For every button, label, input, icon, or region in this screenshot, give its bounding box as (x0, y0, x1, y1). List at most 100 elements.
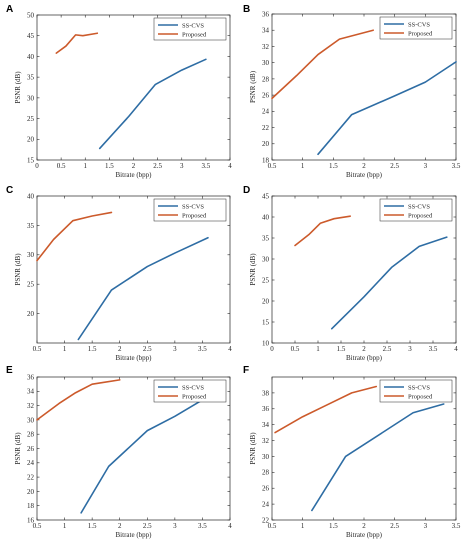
y-tick-label: 24 (262, 108, 270, 116)
x-axis-label: Bitrate (bpp) (116, 171, 153, 179)
x-tick-label: 2 (118, 522, 122, 530)
y-tick-label: 26 (262, 485, 270, 493)
y-tick-label: 20 (262, 140, 270, 148)
x-axis-label: Bitrate (bpp) (116, 354, 153, 362)
y-tick-label: 35 (27, 222, 35, 230)
x-tick-label: 1.5 (329, 162, 338, 170)
chart-panel-a: A 0 0.5 1 1.5 2 2.5 3 3.5 4 15 20 25 30 35 40 45 50 Bitrat… (6, 4, 232, 179)
y-tick-label: 25 (27, 115, 35, 123)
y-tick-label: 25 (27, 281, 35, 289)
x-tick-label: 3.5 (198, 522, 207, 530)
x-tick-label: 0.5 (33, 345, 42, 353)
legend-entry: Proposed (182, 212, 207, 219)
legend-entry: SS-CVS (408, 21, 430, 28)
y-tick-label: 15 (27, 156, 35, 164)
x-tick-label: 3.5 (202, 162, 211, 170)
x-tick-label: 3.5 (452, 522, 461, 530)
y-tick-label: 34 (262, 27, 270, 35)
y-tick-label: 30 (262, 59, 270, 67)
series-line-proposed (294, 215, 352, 247)
y-tick-label: 40 (262, 213, 270, 221)
legend: SS-CVS Proposed (153, 198, 227, 222)
legend: SS-CVS Proposed (379, 16, 453, 40)
legend-entry: SS-CVS (182, 384, 204, 391)
y-tick-label: 45 (262, 192, 270, 200)
y-tick-label: 20 (262, 297, 270, 305)
series-line-ss-cvs (330, 236, 448, 330)
chart-panel-b: B 0.5 1 1.5 2 2.5 3 3.5 18 20 22 24 26 28 30 32 34 36 Bitr… (243, 4, 461, 179)
x-tick-label: 1.5 (88, 345, 97, 353)
x-tick-label: 3 (173, 345, 177, 353)
series-line-ss-cvs (80, 399, 204, 514)
x-axis-label: Bitrate (bpp) (116, 531, 153, 539)
x-tick-label: 0.5 (291, 345, 300, 353)
chart-panel-c: C 0.5 1 1.5 2 2.5 3 3.5 4 20 25 30 35 40 Bitrate (bpp)… (6, 185, 232, 362)
panel-letter: B (243, 4, 250, 15)
x-tick-label: 1 (301, 162, 305, 170)
x-tick-label: 0.5 (33, 522, 42, 530)
x-tick-label: 1 (301, 522, 305, 530)
legend: SS-CVS Proposed (153, 379, 227, 403)
y-axis-label: PSNR (dB) (14, 71, 22, 104)
series-line-proposed (36, 379, 121, 421)
y-tick-label: 40 (27, 192, 35, 200)
x-tick-label: 2 (362, 345, 366, 353)
y-tick-label: 40 (27, 53, 35, 61)
x-tick-label: 3 (180, 162, 184, 170)
series-line-ss-cvs (317, 61, 457, 156)
x-axis-label: Bitrate (bpp) (346, 531, 383, 539)
y-tick-label: 50 (27, 11, 35, 19)
series-line-proposed (274, 385, 378, 434)
y-tick-label: 45 (27, 32, 35, 40)
y-tick-label: 30 (27, 416, 35, 424)
series-line-ss-cvs (311, 403, 445, 512)
x-tick-label: 1.5 (88, 522, 97, 530)
y-tick-label: 22 (262, 124, 270, 132)
legend-entry: SS-CVS (408, 384, 430, 391)
panel-letter: E (6, 365, 13, 376)
panel-letter: F (243, 365, 249, 376)
y-axis-label: PSNR (dB) (14, 253, 22, 286)
legend-entry: Proposed (408, 212, 433, 219)
y-tick-label: 18 (27, 502, 35, 510)
series-line-ss-cvs (77, 236, 209, 341)
panel-letter: A (6, 4, 13, 15)
x-tick-label: 1.5 (337, 345, 346, 353)
x-tick-label: 2 (362, 522, 366, 530)
y-tick-label: 30 (262, 255, 270, 263)
x-tick-label: 0 (270, 345, 274, 353)
x-tick-label: 0.5 (268, 162, 277, 170)
y-tick-label: 26 (27, 445, 35, 453)
legend-entry: Proposed (408, 30, 433, 37)
y-tick-label: 35 (27, 74, 35, 82)
y-axis-label: PSNR (dB) (249, 432, 257, 465)
legend: SS-CVS Proposed (379, 379, 453, 403)
x-tick-label: 3 (424, 162, 428, 170)
x-tick-label: 2 (132, 162, 136, 170)
y-tick-label: 32 (262, 43, 270, 51)
y-tick-label: 36 (262, 405, 270, 413)
y-tick-label: 15 (262, 318, 270, 326)
series-line-proposed (55, 32, 99, 54)
series-line-proposed (36, 211, 113, 262)
x-tick-label: 1.5 (105, 162, 114, 170)
x-axis-label: Bitrate (bpp) (346, 354, 383, 362)
y-tick-label: 30 (262, 453, 270, 461)
y-tick-label: 24 (27, 459, 35, 467)
legend: SS-CVS Proposed (379, 198, 453, 222)
y-tick-label: 24 (262, 501, 270, 509)
x-tick-label: 0 (35, 162, 39, 170)
x-tick-label: 3 (424, 522, 428, 530)
y-tick-label: 30 (27, 251, 35, 259)
x-tick-label: 4 (228, 345, 232, 353)
x-tick-label: 0.5 (57, 162, 66, 170)
series-line-ss-cvs (98, 58, 207, 150)
y-tick-label: 22 (262, 516, 270, 524)
x-tick-label: 3.5 (198, 345, 207, 353)
legend-entry: SS-CVS (182, 203, 204, 210)
y-tick-label: 20 (27, 136, 35, 144)
series-line-proposed (271, 29, 375, 100)
y-tick-label: 32 (262, 437, 270, 445)
